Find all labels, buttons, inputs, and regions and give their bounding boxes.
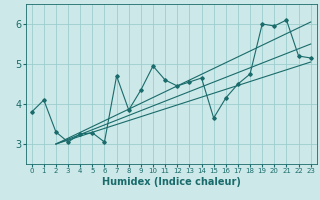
X-axis label: Humidex (Indice chaleur): Humidex (Indice chaleur) — [102, 177, 241, 187]
